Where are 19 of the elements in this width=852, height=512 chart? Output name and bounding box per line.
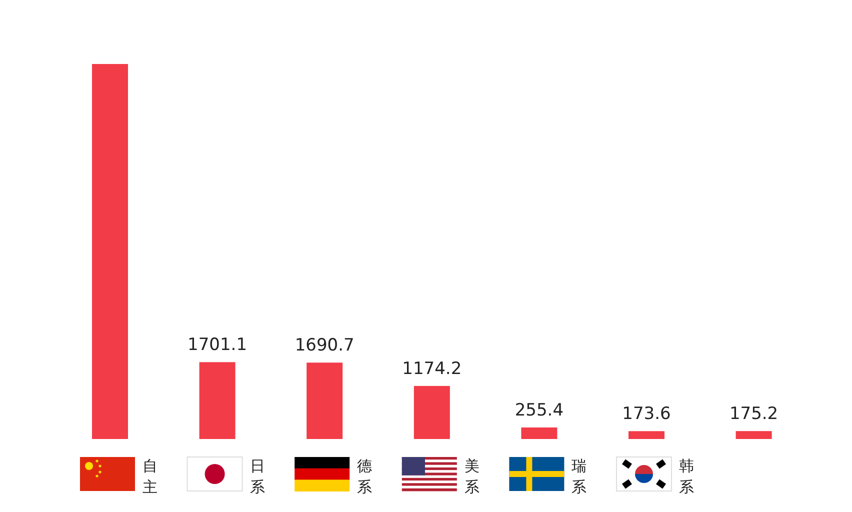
bar	[521, 427, 558, 439]
bar	[92, 64, 128, 439]
x-tick-label: 美系	[464, 457, 480, 496]
bar	[628, 431, 664, 439]
data-label: 1701.1	[188, 335, 248, 356]
data-label: 173.6	[622, 404, 671, 424]
x-tick-label: 瑞系	[572, 457, 587, 496]
bar	[414, 386, 450, 439]
x-tick-label: 韩系	[679, 457, 694, 496]
data-label: 1690.7	[294, 336, 354, 356]
x-tick-label: 德系	[357, 457, 372, 496]
bar	[736, 431, 772, 439]
x-tick-label: 日系	[250, 457, 265, 496]
x-tick-label: 自主	[142, 457, 158, 496]
data-label: 175.2	[729, 404, 778, 424]
data-label: 1174.2	[402, 358, 462, 379]
bar	[306, 362, 343, 439]
bar	[199, 362, 236, 439]
data-label: 255.4	[514, 400, 564, 420]
